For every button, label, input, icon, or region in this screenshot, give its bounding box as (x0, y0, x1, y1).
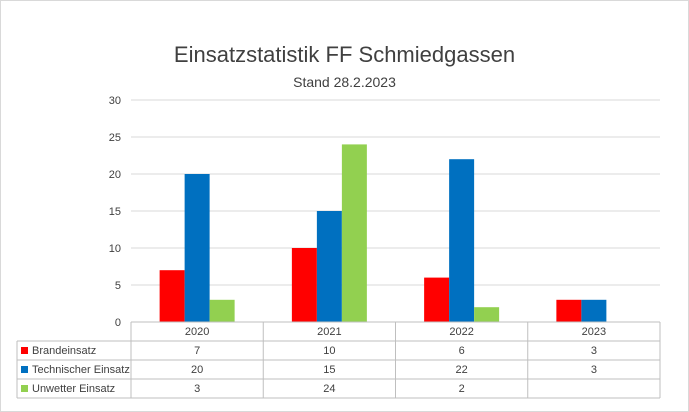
y-tick-label: 30 (109, 95, 121, 107)
chart-title: Einsatzstatistik FF Schmiedgassen (173, 42, 516, 67)
legend-series-name: Technischer Einsatz (32, 364, 130, 376)
bar-technischer-einsatz (581, 299, 607, 322)
legend-series-name: Brandeinsatz (32, 345, 96, 357)
bar-brandeinsatz (556, 299, 582, 322)
bar-unwetter-einsatz (474, 307, 500, 322)
y-tick-label: 5 (115, 280, 121, 292)
bar-technischer-einsatz (316, 211, 342, 322)
legend-key (21, 385, 28, 392)
bar-unwetter-einsatz (341, 144, 367, 322)
y-tick-label: 0 (115, 317, 121, 329)
table-cell-value: 24 (323, 383, 335, 395)
table-cell-value: 3 (591, 364, 597, 376)
table-cell-value: 22 (456, 364, 468, 376)
y-tick-label: 15 (109, 206, 121, 218)
table-cell-value: 20 (191, 364, 203, 376)
bar-unwetter-einsatz (209, 299, 235, 322)
bar-brandeinsatz (159, 270, 185, 322)
y-tick-label: 10 (109, 243, 121, 255)
table-cell-value: 15 (323, 364, 335, 376)
table-cell-value: 6 (459, 345, 465, 357)
y-tick-label: 20 (109, 169, 121, 181)
bar-brandeinsatz (291, 248, 317, 322)
x-category-label: 2022 (449, 326, 473, 338)
x-category-label: 2023 (582, 326, 606, 338)
table-cell-value: 3 (591, 345, 597, 357)
legend-key (21, 366, 28, 373)
legend-key (21, 347, 28, 354)
table-cell-value: 3 (194, 383, 200, 395)
bar-technischer-einsatz (184, 174, 210, 322)
table-cell-value: 2 (459, 383, 465, 395)
table-cell-value: 10 (323, 345, 335, 357)
bar-brandeinsatz (424, 277, 450, 322)
bar-technischer-einsatz (449, 159, 475, 322)
y-tick-label: 25 (109, 132, 121, 144)
x-category-label: 2020 (185, 326, 209, 338)
legend-series-name: Unwetter Einsatz (32, 383, 115, 395)
x-category-label: 2021 (317, 326, 341, 338)
chart-subtitle: Stand 28.2.2023 (293, 74, 396, 90)
table-cell-value: 7 (194, 345, 200, 357)
